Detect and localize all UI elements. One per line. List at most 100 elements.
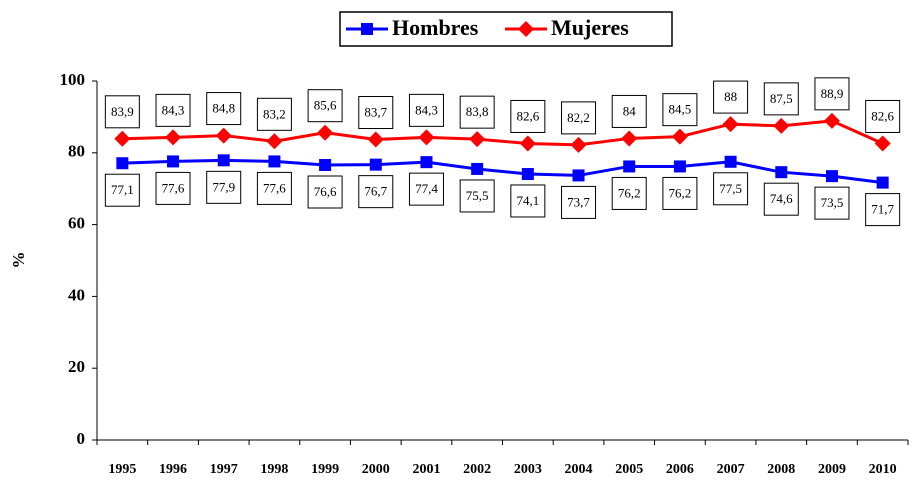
data-label: 83,7 [364, 105, 387, 120]
marker [521, 167, 534, 180]
marker [572, 169, 585, 182]
marker [773, 117, 790, 134]
data-label: 83,8 [466, 104, 489, 119]
data-label: 77,4 [415, 181, 438, 196]
marker [114, 130, 131, 147]
x-tick-label: 2005 [615, 462, 643, 477]
data-label-box [865, 99, 901, 133]
data-label: 75,5 [466, 188, 489, 203]
data-label: 84,8 [212, 101, 235, 116]
data-label-box [206, 92, 242, 126]
y-tick-label: 100 [60, 70, 86, 89]
data-label-box [510, 99, 546, 133]
data-label: 87,5 [770, 91, 793, 106]
data-label-box [459, 95, 495, 129]
data-label-box [713, 80, 749, 114]
data-label-box [408, 93, 444, 127]
data-label: 82,6 [516, 108, 539, 123]
data-label: 83,2 [263, 106, 286, 121]
data-label-box [358, 96, 394, 130]
x-tick-label: 2002 [463, 462, 491, 477]
data-label-box [814, 186, 850, 220]
data-label-box [561, 101, 597, 135]
x-tick-label: 1996 [159, 462, 187, 477]
x-tick-label: 2007 [717, 462, 745, 477]
x-tick-label: 1999 [311, 462, 339, 477]
marker [215, 127, 232, 144]
data-label-box [763, 82, 799, 116]
data-label: 84,3 [162, 102, 185, 117]
data-label-box [611, 94, 647, 128]
data-label: 85,6 [314, 98, 337, 113]
marker [874, 135, 891, 152]
marker [722, 116, 739, 133]
data-label-box [155, 171, 191, 205]
marker [825, 170, 838, 183]
data-label: 74,6 [770, 191, 793, 206]
marker [724, 155, 737, 168]
legend-label: Hombres [392, 15, 479, 40]
marker [319, 159, 332, 172]
marker [369, 158, 382, 171]
marker [471, 162, 484, 175]
marker [570, 136, 587, 153]
series-line [122, 158, 883, 185]
data-label-box [358, 175, 394, 209]
data-label: 73,7 [567, 194, 590, 209]
marker [469, 131, 486, 148]
marker [823, 112, 840, 129]
data-label: 82,2 [567, 110, 590, 125]
data-label: 82,6 [871, 108, 894, 123]
marker [268, 155, 281, 168]
data-label-box [408, 172, 444, 206]
data-label-box [713, 172, 749, 206]
marker [876, 176, 889, 189]
data-label-box [256, 97, 292, 131]
marker [518, 21, 534, 37]
data-label: 76,2 [618, 185, 641, 200]
data-label-box [561, 185, 597, 219]
marker [116, 157, 129, 170]
legend-label: Mujeres [551, 15, 629, 40]
data-label: 84 [623, 103, 637, 118]
data-label-box [104, 173, 140, 207]
data-label: 77,6 [162, 180, 185, 195]
data-label: 84,5 [669, 102, 692, 117]
x-tick-label: 2000 [362, 462, 390, 477]
x-tick-label: 1995 [108, 462, 136, 477]
marker [317, 124, 334, 141]
data-label-box [510, 184, 546, 218]
y-axis-label: % [9, 252, 28, 269]
marker [217, 154, 230, 167]
data-label: 77,6 [263, 180, 286, 195]
data-label-box [307, 175, 343, 209]
data-label-box [256, 171, 292, 205]
data-label: 76,2 [669, 185, 692, 200]
marker [361, 23, 373, 35]
data-label-box [459, 179, 495, 213]
marker [673, 160, 686, 173]
data-label-box [307, 89, 343, 123]
data-label: 76,6 [314, 184, 337, 199]
data-label: 88,9 [821, 86, 844, 101]
marker [623, 160, 636, 173]
data-label-box [763, 182, 799, 216]
data-label: 88 [724, 89, 737, 104]
data-label: 74,1 [516, 193, 539, 208]
x-tick-label: 2006 [666, 462, 694, 477]
data-label: 77,9 [212, 179, 235, 194]
x-tick-label: 2008 [767, 462, 795, 477]
data-label-box [865, 193, 901, 227]
data-label-box [662, 93, 698, 127]
data-label-box [662, 176, 698, 210]
y-tick-label: 80 [68, 142, 85, 161]
marker [519, 135, 536, 152]
y-tick-label: 20 [68, 357, 85, 376]
data-label-box [155, 93, 191, 127]
x-tick-label: 2003 [514, 462, 542, 477]
data-label: 84,3 [415, 102, 438, 117]
marker [165, 129, 182, 146]
data-label-box [611, 176, 647, 210]
marker [671, 128, 688, 145]
